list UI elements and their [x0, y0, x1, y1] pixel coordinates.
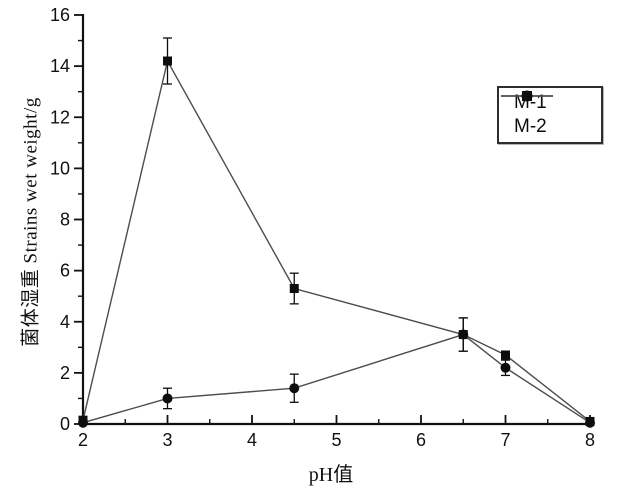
circle-marker-icon	[521, 90, 533, 102]
data-point-circle-m-2	[585, 417, 595, 428]
series-line-m-1	[82, 59, 591, 422]
y-tick-label: 16	[50, 5, 70, 25]
x-tick-label: 2	[78, 430, 88, 450]
x-tick-label: 3	[162, 430, 172, 450]
x-tick-label: 5	[331, 430, 341, 450]
series-line-m-2	[82, 333, 591, 424]
legend-marker-circle-icon	[501, 90, 553, 102]
x-tick-label: 8	[585, 430, 595, 450]
y-tick-label: 6	[60, 261, 70, 281]
data-point-circle-m-2	[289, 383, 300, 394]
data-point-square-m-1	[289, 284, 299, 294]
y-axis-title: 菌体湿重 Strains wet weight/g	[20, 97, 42, 347]
x-tick-label: 7	[500, 430, 510, 450]
y-tick-label: 0	[60, 414, 70, 434]
y-tick-label: 10	[50, 158, 70, 178]
data-point-circle-m-2	[458, 329, 469, 340]
y-tick-label: 2	[60, 363, 70, 383]
y-tick-label: 8	[60, 210, 70, 230]
legend-label-m2: M-2	[514, 116, 547, 137]
legend: M-1 M-2	[497, 86, 603, 144]
x-tick-label: 6	[416, 430, 426, 450]
y-tick-label: 14	[50, 56, 70, 76]
x-tick-label: 4	[247, 430, 257, 450]
y-tick-label: 12	[50, 107, 70, 127]
data-point-square-m-1	[501, 350, 510, 360]
data-point-square-m-1	[163, 56, 172, 66]
data-point-circle-m-2	[162, 393, 173, 404]
data-point-circle-m-2	[78, 417, 88, 428]
legend-item-m2: M-2	[501, 90, 595, 139]
y-tick-label: 4	[60, 312, 70, 332]
x-axis-title: pH值	[308, 464, 354, 486]
data-point-circle-m-2	[500, 362, 511, 373]
